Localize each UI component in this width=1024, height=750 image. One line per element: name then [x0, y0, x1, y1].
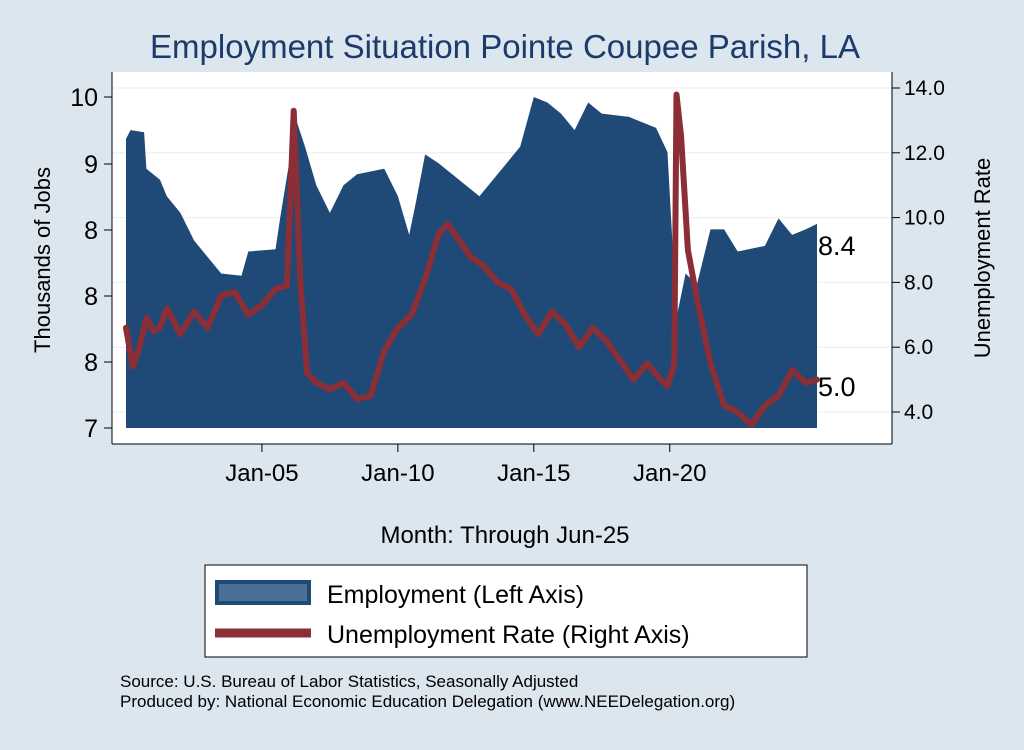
right-tick-label: 4.0 — [904, 401, 933, 424]
x-tick-label: Jan-05 — [225, 460, 298, 487]
right-tick-label: 10.0 — [904, 207, 945, 230]
source-note: Source: U.S. Bureau of Labor Statistics,… — [120, 672, 579, 691]
left-tick-label: 10 — [70, 84, 98, 112]
unemployment-line — [123, 91, 820, 428]
left-tick-label: 9 — [84, 151, 98, 179]
x-tick-label: Jan-15 — [497, 460, 570, 487]
legend-label-employment: Employment (Left Axis) — [327, 581, 584, 609]
x-tick-label: Jan-20 — [633, 460, 706, 487]
x-tick-label: Jan-10 — [361, 460, 434, 487]
left-tick-label: 8 — [84, 217, 98, 245]
legend: Employment (Left Axis) Unemployment Rate… — [204, 564, 808, 658]
left-tick-label: 7 — [84, 415, 98, 443]
chart-title: Employment Situation Pointe Coupee Paris… — [150, 28, 860, 65]
left-axis-ticks: 7 8 8 8 9 10 — [70, 84, 112, 443]
left-tick-label: 8 — [84, 283, 98, 311]
left-axis-label: Thousands of Jobs — [30, 167, 55, 353]
unemployment-last-value-label: 5.0 — [818, 372, 856, 402]
right-tick-label: 14.0 — [904, 77, 945, 100]
x-axis-label: Month: Through Jun-25 — [380, 522, 629, 549]
x-axis-ticks: Jan-05 Jan-10 Jan-15 Jan-20 — [225, 444, 706, 487]
legend-swatch-employment-inner — [219, 584, 307, 601]
right-axis-ticks: 4.0 6.0 8.0 10.0 12.0 14.0 — [892, 77, 945, 424]
employment-last-value-label: 8.4 — [818, 231, 856, 261]
producer-note: Produced by: National Economic Education… — [120, 692, 736, 711]
left-tick-label: 8 — [84, 349, 98, 377]
unemployment-line-layer — [123, 91, 820, 428]
right-tick-label: 8.0 — [904, 271, 933, 294]
right-axis-label: Unemployment Rate — [970, 158, 995, 359]
right-tick-label: 6.0 — [904, 336, 933, 359]
legend-label-unemployment: Unemployment Rate (Right Axis) — [327, 621, 690, 649]
right-tick-label: 12.0 — [904, 142, 945, 165]
